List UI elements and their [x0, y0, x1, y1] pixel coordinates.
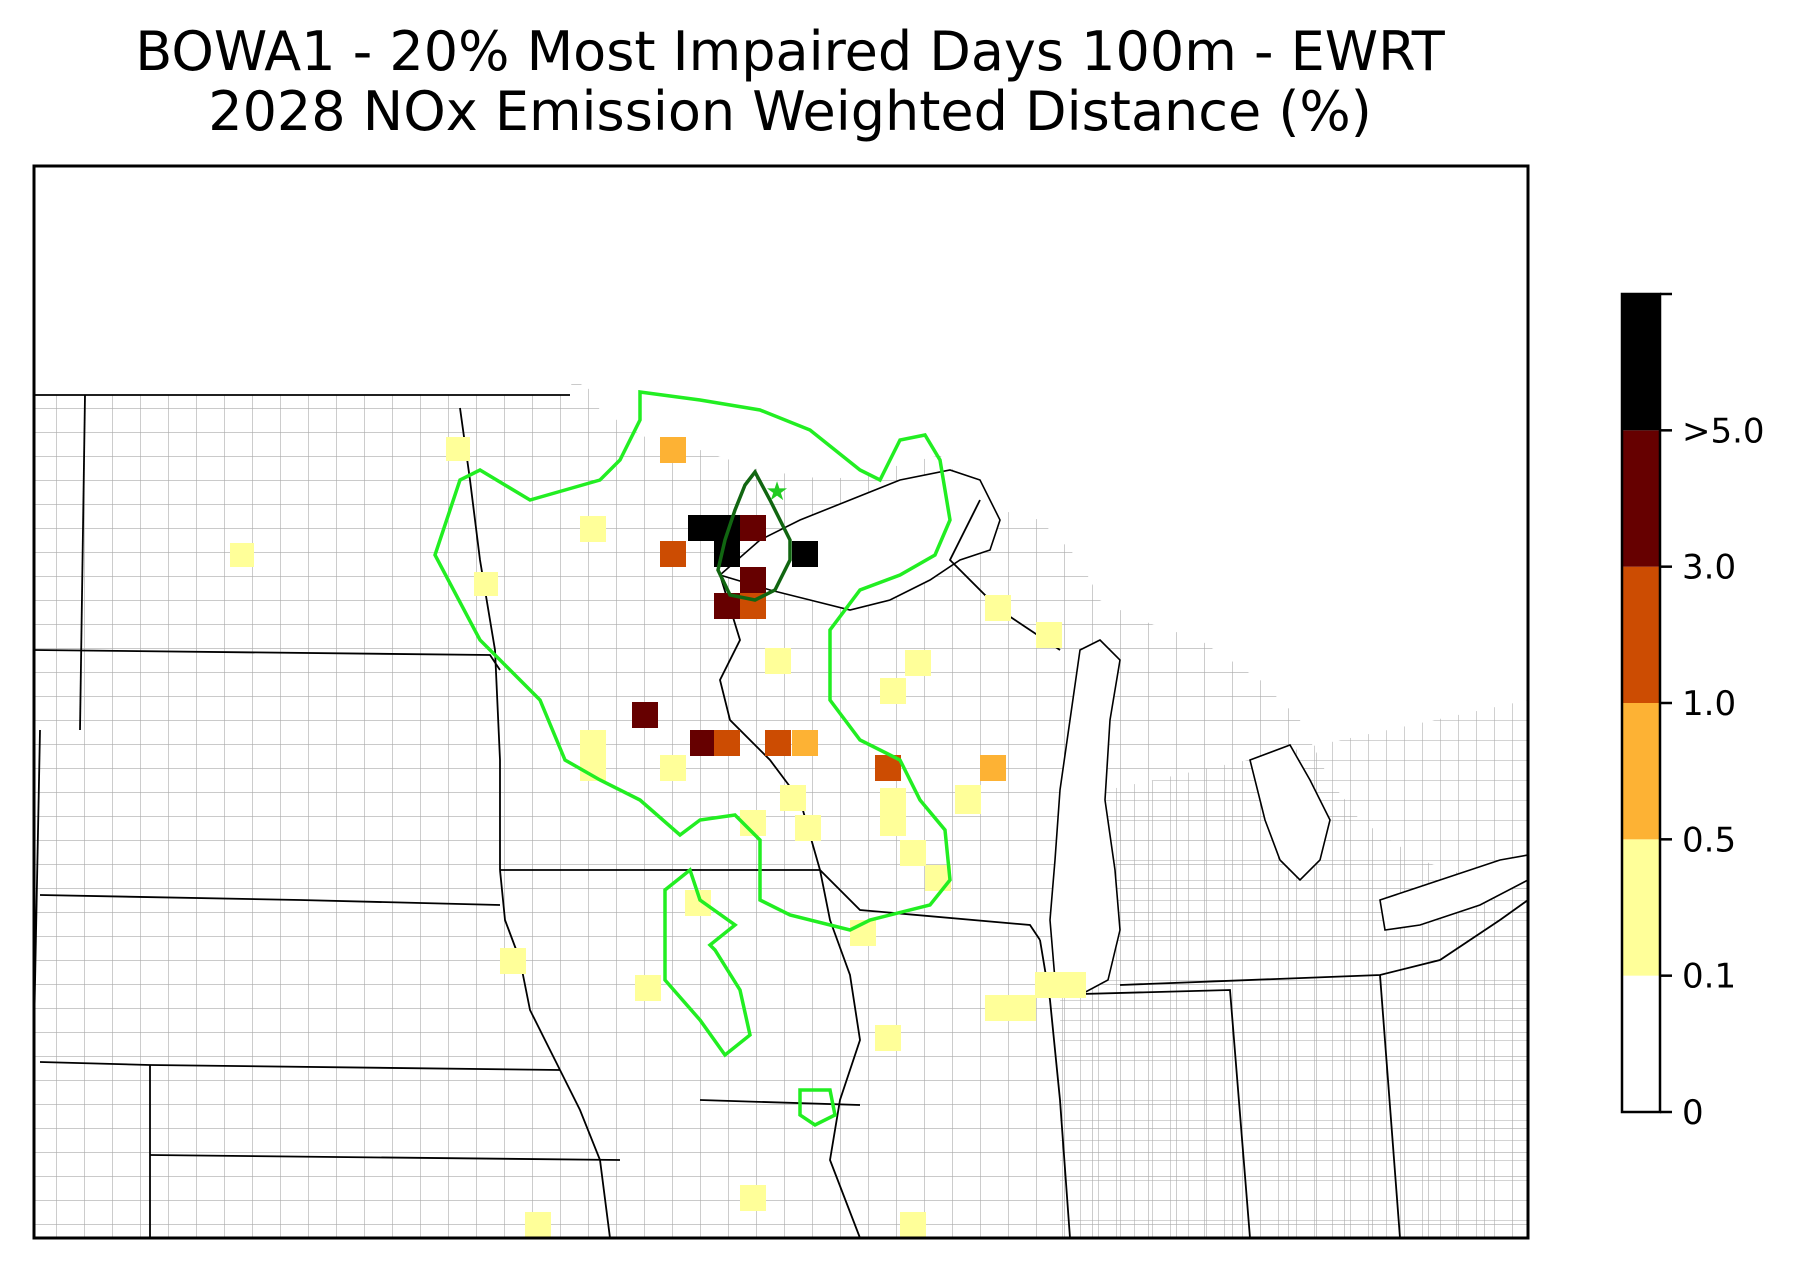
great-lakes	[718, 469, 1528, 996]
contour-inner	[716, 468, 792, 602]
lake-superior	[718, 469, 1001, 611]
contour-outer	[433, 390, 952, 1128]
lake-michigan	[1049, 639, 1121, 996]
lake-erie	[1379, 854, 1528, 931]
emission-cell	[714, 730, 740, 756]
colorbar: 0 0.1 0.5 1.0 3.0 >5.0	[1620, 292, 1765, 1133]
emission-cell	[660, 755, 686, 781]
title-line-1: BOWA1 - 20% Most Impaired Days 100m - EW…	[135, 20, 1445, 83]
colorbar-bin	[1622, 839, 1660, 976]
colorbar-tick-label: >5.0	[1682, 411, 1765, 451]
lake-huron	[1249, 744, 1331, 882]
emission-cell	[690, 730, 716, 756]
emission-cell	[660, 437, 686, 463]
emission-cell	[792, 541, 818, 567]
colorbar-tick-label: 0	[1682, 1093, 1704, 1133]
star-icon: ★	[765, 477, 788, 507]
map-frame	[32, 164, 1530, 1240]
colorbar-tick-label: 3.0	[1682, 548, 1736, 588]
colorbar-tick-label: 1.0	[1682, 684, 1736, 724]
chart-title: BOWA1 - 20% Most Impaired Days 100m - EW…	[0, 22, 1580, 142]
colorbar-bin	[1622, 975, 1660, 1112]
title-line-2: 2028 NOx Emission Weighted Distance (%)	[208, 80, 1372, 143]
emission-cell	[740, 515, 766, 541]
colorbar-bin	[1622, 430, 1660, 567]
emission-cell	[660, 541, 686, 567]
emission-cell	[792, 730, 818, 756]
emission-cell	[688, 515, 714, 541]
map-area: ★	[34, 166, 1528, 1238]
scattered-low-cells	[230, 437, 1086, 1238]
emission-cell	[765, 730, 791, 756]
emission-cell	[740, 567, 766, 593]
emission-cell	[632, 702, 658, 728]
colorbar-bin	[1622, 703, 1660, 840]
emission-cell	[980, 755, 1006, 781]
colorbar-tick-label: 0.5	[1682, 820, 1736, 860]
colorbar-tick-label: 0.1	[1682, 957, 1736, 997]
colorbar-bin	[1622, 294, 1660, 431]
colorbar-bin	[1622, 566, 1660, 703]
